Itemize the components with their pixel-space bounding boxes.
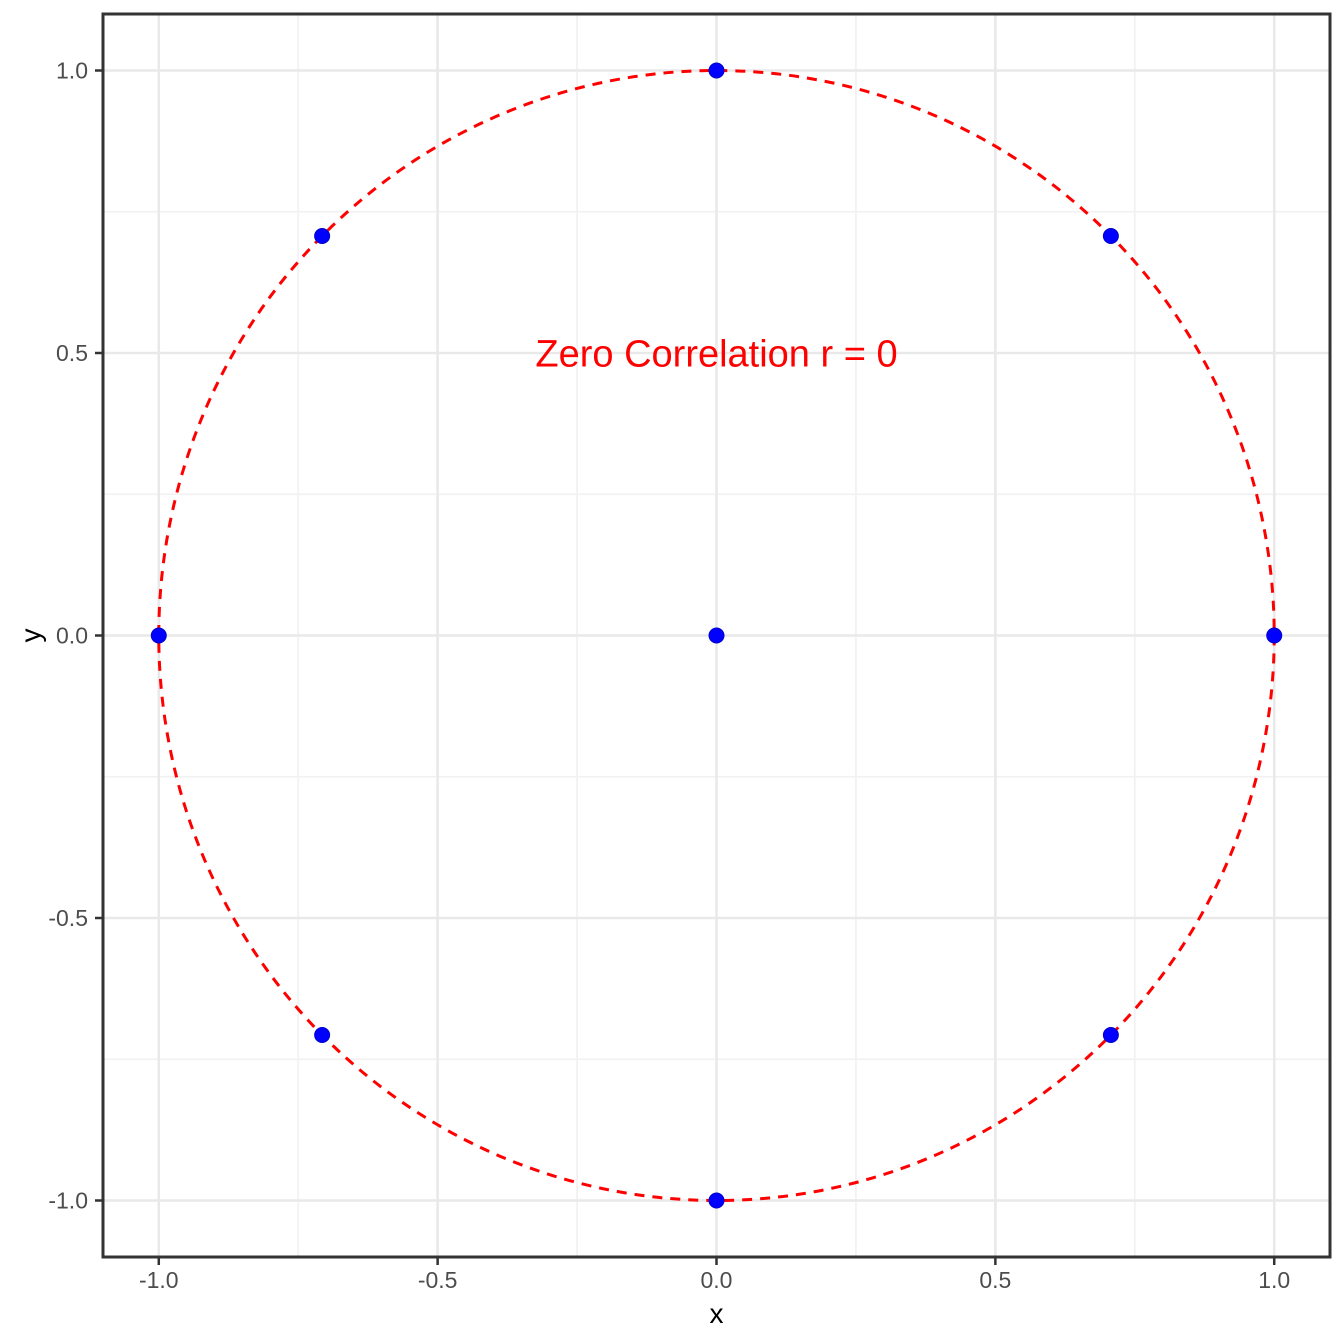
y-axis-tick-label: -0.5 [48,905,88,931]
y-axis-title: y [15,629,46,643]
data-point [150,627,167,644]
data-point [1102,227,1119,244]
y-axis-tick-label: -1.0 [48,1188,88,1214]
x-axis-tick-label: 1.0 [1258,1267,1290,1293]
x-axis-tick-label: 0.0 [701,1267,733,1293]
y-axis-tick-label: 0.0 [56,623,88,649]
y-axis-tick-label: 0.5 [56,340,88,366]
x-axis-title: x [710,1298,724,1329]
x-axis-tick-label: 0.5 [979,1267,1011,1293]
data-point [708,627,725,644]
data-point [1266,627,1283,644]
y-axis-tick-label: 1.0 [56,58,88,84]
data-point [708,1192,725,1209]
data-point [708,62,725,79]
annotation-text: Zero Correlation r = 0 [535,333,897,375]
data-point [314,227,331,244]
x-axis-tick-label: -0.5 [418,1267,458,1293]
data-point [1102,1027,1119,1044]
x-axis-tick-label: -1.0 [139,1267,179,1293]
data-point [314,1027,331,1044]
